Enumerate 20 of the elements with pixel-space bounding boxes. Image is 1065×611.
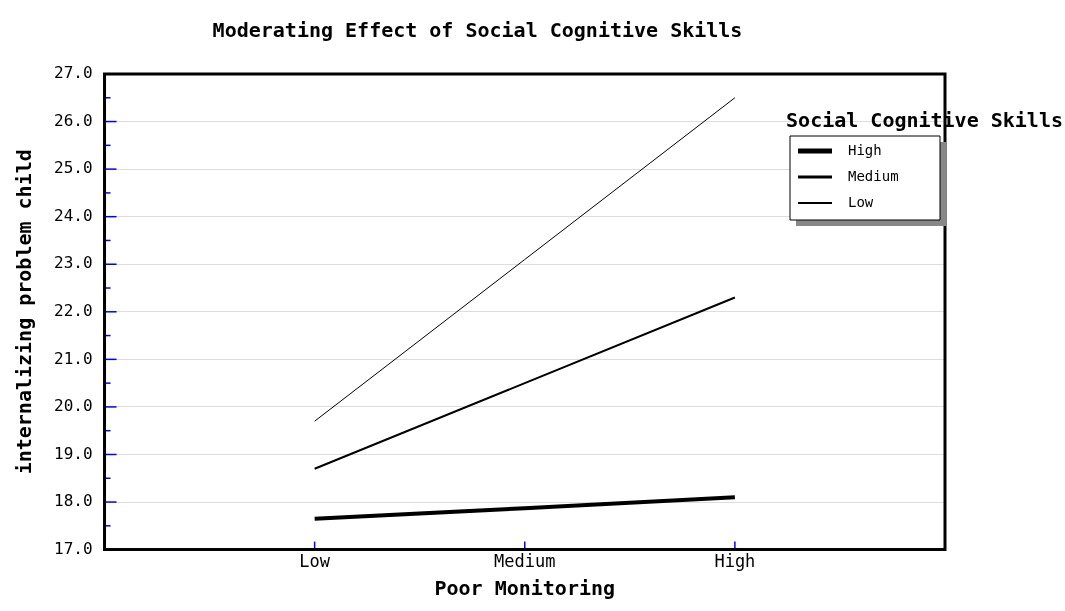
y-tick-label: 20.0 (54, 396, 93, 416)
y-tick-label: 21.0 (54, 348, 93, 368)
legend-label: High (848, 141, 882, 158)
y-axis-title: internalizing problem child (12, 149, 37, 475)
y-tick-label: 27.0 (54, 63, 93, 83)
chart-title: Moderating Effect of Social Cognitive Skills (212, 18, 743, 43)
legend-label: Low (848, 193, 874, 210)
legend-label: Medium (848, 167, 899, 184)
x-tick-label: Medium (494, 551, 556, 572)
y-tick-label: 24.0 (54, 205, 93, 225)
y-tick-label: 22.0 (54, 300, 93, 320)
x-tick-label: Low (299, 551, 331, 572)
y-tick-label: 23.0 (54, 253, 93, 273)
x-tick-label: High (714, 551, 756, 572)
y-tick-label: 17.0 (54, 538, 93, 558)
x-axis-title: Poor Monitoring (434, 576, 616, 601)
y-tick-label: 25.0 (54, 158, 93, 178)
y-tick-label: 19.0 (54, 443, 93, 463)
y-tick-label: 26.0 (54, 110, 93, 130)
y-tick-label: 18.0 (54, 491, 93, 511)
